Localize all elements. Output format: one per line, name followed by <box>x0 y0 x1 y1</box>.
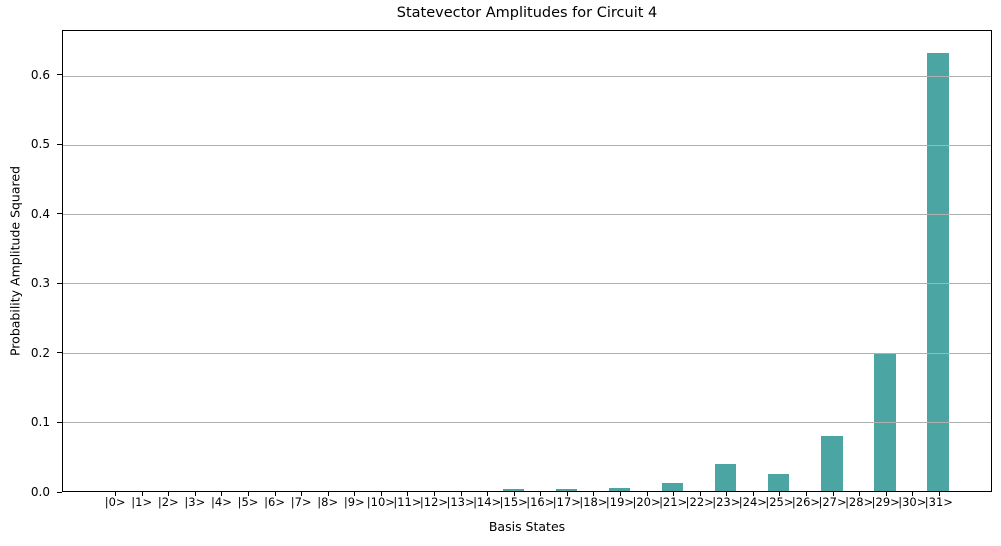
x-tick-label: |24> <box>738 495 767 509</box>
x-tick-label: |28> <box>845 495 874 509</box>
bars-layer <box>63 31 991 491</box>
x-tick-mark <box>434 492 435 496</box>
bar-21 <box>662 482 684 491</box>
x-tick-mark <box>115 492 117 496</box>
y-tick-label: 0.2 <box>30 345 50 360</box>
bar-23 <box>715 464 737 491</box>
x-tick-mark <box>832 492 834 496</box>
bar-31 <box>927 52 949 491</box>
y-tick-label: 0.4 <box>30 206 50 221</box>
x-tick-label: |30> <box>898 495 927 509</box>
x-tick-mark <box>752 492 754 496</box>
bar-17 <box>556 488 578 491</box>
x-tick-mark <box>938 492 940 496</box>
plot-area <box>62 30 992 492</box>
y-tick-mark <box>57 352 62 354</box>
x-tick-mark <box>726 492 728 496</box>
x-tick-label: |9> <box>343 495 365 509</box>
x-tick-mark <box>885 492 887 496</box>
bar-15 <box>503 488 525 491</box>
x-axis-label: Basis States <box>488 519 566 534</box>
x-tick-label: |5> <box>237 495 259 509</box>
y-tick-label: 0.6 <box>30 67 50 82</box>
x-tick-mark <box>380 492 382 496</box>
x-tick-mark <box>221 492 223 496</box>
y-tick-mark <box>57 143 62 145</box>
x-tick-mark <box>248 492 249 496</box>
x-tick-label: |8> <box>317 495 339 509</box>
x-tick-label: |16> <box>526 495 555 509</box>
y-tick-marks <box>57 30 62 493</box>
x-tick-mark <box>699 492 701 496</box>
x-tick-label: |31> <box>924 495 953 509</box>
x-tick-mark <box>301 492 303 496</box>
x-tick-label: |7> <box>290 495 312 509</box>
x-tick-mark <box>194 492 196 496</box>
x-tick-label: |6> <box>264 495 285 509</box>
x-tick-label: |19> <box>605 495 635 509</box>
x-tick-mark <box>646 492 648 496</box>
x-tick-label: |22> <box>685 495 714 509</box>
y-tick-labels: 0.0 0.1 0.2 0.3 0.4 0.5 0.6 <box>0 30 56 499</box>
x-tick-label: |1> <box>131 495 153 509</box>
bar-29 <box>874 352 896 491</box>
x-tick-mark <box>513 492 515 496</box>
y-tick-mark <box>57 421 62 423</box>
x-tick-label: |10> <box>366 495 395 509</box>
x-tick-label: |4> <box>211 495 232 509</box>
x-tick-label: |29> <box>871 495 900 509</box>
x-tick-label: |20> <box>632 495 661 509</box>
x-tick-label: |15> <box>499 495 528 509</box>
y-tick-label: 0.1 <box>30 415 50 430</box>
y-tick-label: 0.0 <box>30 485 50 499</box>
x-tick-mark <box>460 492 462 496</box>
x-tick-label: |27> <box>818 495 847 509</box>
bar-27 <box>821 436 843 491</box>
x-tick-mark <box>593 492 595 496</box>
x-tick-mark <box>620 492 621 496</box>
x-tick-mark <box>806 492 807 496</box>
x-tick-labels: |0> |1> |2> |3> |4> |5> |6> |7> |8> |9> |10> |11> |1… <box>62 495 992 511</box>
y-tick-mark <box>57 74 62 76</box>
x-tick-label: |2> <box>157 495 179 509</box>
x-tick-mark <box>407 492 409 496</box>
x-tick-label: |17> <box>552 495 581 509</box>
x-tick-mark <box>566 492 568 496</box>
y-tick-mark <box>57 491 62 493</box>
x-tick-mark <box>673 492 675 496</box>
x-tick-label: |0> <box>104 495 126 509</box>
x-tick-mark <box>859 492 861 496</box>
x-tick-label: |25> <box>765 495 794 509</box>
x-tick-label: |13> <box>446 495 475 509</box>
x-tick-mark <box>540 492 542 496</box>
x-tick-label: |3> <box>184 495 206 509</box>
x-tick-label: |11> <box>393 495 422 509</box>
x-tick-marks <box>62 492 992 496</box>
x-tick-label: |18> <box>579 495 608 509</box>
y-tick-mark <box>57 213 62 215</box>
x-tick-label: |26> <box>791 495 821 509</box>
y-tick-mark <box>57 282 62 284</box>
x-tick-mark <box>327 492 329 496</box>
x-tick-label: |12> <box>419 495 449 509</box>
chart-title: Statevector Amplitudes for Circuit 4 <box>396 5 658 21</box>
x-tick-mark <box>779 492 781 496</box>
x-tick-mark <box>487 492 489 496</box>
bar-25 <box>768 474 790 491</box>
y-tick-label: 0.5 <box>30 137 50 152</box>
x-tick-mark <box>354 492 356 496</box>
bar-19 <box>609 487 631 491</box>
x-tick-label: |21> <box>659 495 688 509</box>
x-tick-label: |14> <box>473 495 502 509</box>
x-tick-mark <box>141 492 143 496</box>
x-tick-mark <box>912 492 914 496</box>
y-tick-label: 0.3 <box>30 276 50 291</box>
x-tick-mark <box>168 492 170 496</box>
x-tick-label: |23> <box>712 495 741 509</box>
x-tick-mark <box>274 492 276 496</box>
